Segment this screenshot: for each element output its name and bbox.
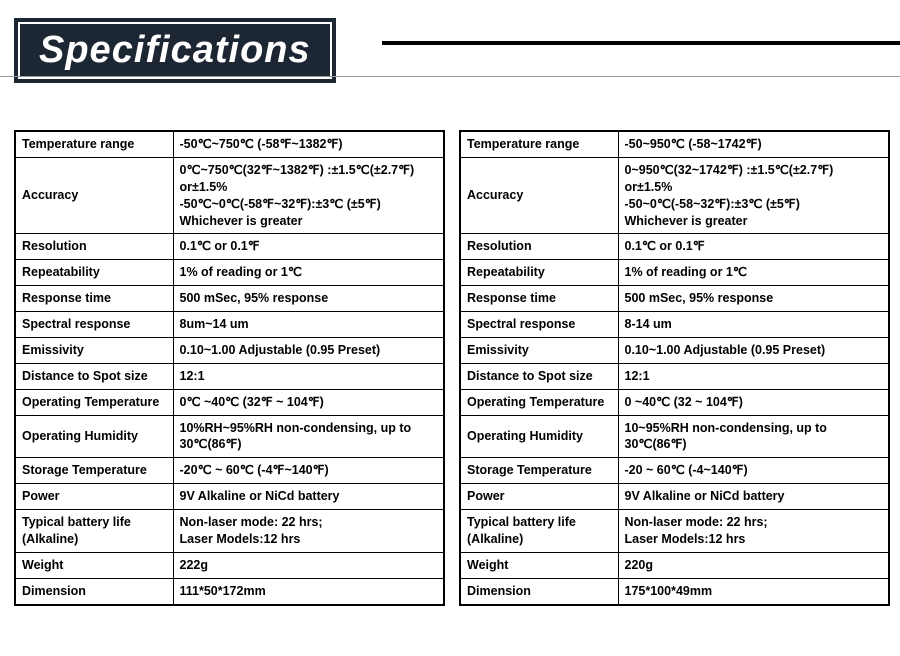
spec-value: 12:1: [618, 363, 889, 389]
table-row: Operating Humidity10%RH~95%RH non-conden…: [15, 415, 444, 458]
spec-label: Accuracy: [460, 157, 618, 234]
spec-value: 1% of reading or 1℃: [173, 260, 444, 286]
spec-label: Typical battery life (Alkaline): [460, 510, 618, 553]
table-row: Resolution0.1℃ or 0.1℉: [15, 234, 444, 260]
spec-value: 220g: [618, 552, 889, 578]
spec-value: 10~95%RH non-condensing, up to 30℃(86℉): [618, 415, 889, 458]
spec-label: Response time: [15, 286, 173, 312]
table-row: Typical battery life (Alkaline)Non-laser…: [460, 510, 889, 553]
table-row: Operating Humidity10~95%RH non-condensin…: [460, 415, 889, 458]
spec-label: Operating Temperature: [15, 389, 173, 415]
spec-value: 9V Alkaline or NiCd battery: [618, 484, 889, 510]
table-row: Operating Temperature0℃ ~40℃ (32℉ ~ 104℉…: [15, 389, 444, 415]
spec-label: Temperature range: [460, 131, 618, 157]
spec-label: Dimension: [460, 578, 618, 604]
spec-value: 500 mSec, 95% response: [618, 286, 889, 312]
spec-value: 1% of reading or 1℃: [618, 260, 889, 286]
table-row: Accuracy0~950℃(32~1742℉) :±1.5℃(±2.7℉) o…: [460, 157, 889, 234]
table-row: Emissivity0.10~1.00 Adjustable (0.95 Pre…: [460, 337, 889, 363]
spec-value: 175*100*49mm: [618, 578, 889, 604]
page-title: Specifications: [39, 29, 311, 71]
spec-label: Distance to Spot size: [15, 363, 173, 389]
table-row: Repeatability1% of reading or 1℃: [460, 260, 889, 286]
table-row: Weight222g: [15, 552, 444, 578]
spec-value: 222g: [173, 552, 444, 578]
spec-label: Resolution: [460, 234, 618, 260]
table-row: Resolution0.1℃ or 0.1℉: [460, 234, 889, 260]
table-row: Temperature range-50℃~750℃ (-58℉~1382℉): [15, 131, 444, 157]
table-row: Distance to Spot size12:1: [460, 363, 889, 389]
spec-value: -50℃~750℃ (-58℉~1382℉): [173, 131, 444, 157]
table-row: Emissivity0.10~1.00 Adjustable (0.95 Pre…: [15, 337, 444, 363]
spec-label: Repeatability: [15, 260, 173, 286]
table-row: Power9V Alkaline or NiCd battery: [460, 484, 889, 510]
spec-label: Weight: [15, 552, 173, 578]
spec-label: Typical battery life (Alkaline): [15, 510, 173, 553]
spec-label: Power: [15, 484, 173, 510]
spec-label: Emissivity: [15, 337, 173, 363]
spec-value: 0℃~750℃(32℉~1382℉) :±1.5℃(±2.7℉) or±1.5%…: [173, 157, 444, 234]
spec-label: Storage Temperature: [460, 458, 618, 484]
table-row: Operating Temperature0 ~40℃ (32 ~ 104℉): [460, 389, 889, 415]
spec-table-left: Temperature range-50℃~750℃ (-58℉~1382℉)A…: [14, 130, 445, 606]
header-region: Specifications: [0, 0, 900, 110]
spec-label: Emissivity: [460, 337, 618, 363]
spec-value: 12:1: [173, 363, 444, 389]
spec-label: Accuracy: [15, 157, 173, 234]
table-row: Spectral response8-14 um: [460, 312, 889, 338]
spec-label: Operating Humidity: [460, 415, 618, 458]
spec-label: Storage Temperature: [15, 458, 173, 484]
spec-value: 0~950℃(32~1742℉) :±1.5℃(±2.7℉) or±1.5% -…: [618, 157, 889, 234]
spec-value: 0.10~1.00 Adjustable (0.95 Preset): [173, 337, 444, 363]
spec-value: Non-laser mode: 22 hrs; Laser Models:12 …: [618, 510, 889, 553]
spec-label: Power: [460, 484, 618, 510]
spec-value: -20 ~ 60℃ (-4~140℉): [618, 458, 889, 484]
spec-value: 0.1℃ or 0.1℉: [173, 234, 444, 260]
spec-value: 0℃ ~40℃ (32℉ ~ 104℉): [173, 389, 444, 415]
spec-value: 0.1℃ or 0.1℉: [618, 234, 889, 260]
spec-label: Weight: [460, 552, 618, 578]
table-row: Distance to Spot size12:1: [15, 363, 444, 389]
spec-label: Distance to Spot size: [460, 363, 618, 389]
title-box: Specifications: [14, 18, 336, 83]
spec-value: 0 ~40℃ (32 ~ 104℉): [618, 389, 889, 415]
table-row: Temperature range-50~950℃ (-58~1742℉): [460, 131, 889, 157]
spec-label: Spectral response: [460, 312, 618, 338]
table-row: Response time500 mSec, 95% response: [460, 286, 889, 312]
spec-table-right: Temperature range-50~950℃ (-58~1742℉)Acc…: [459, 130, 890, 606]
spec-value: 500 mSec, 95% response: [173, 286, 444, 312]
table-row: Power9V Alkaline or NiCd battery: [15, 484, 444, 510]
spec-label: Repeatability: [460, 260, 618, 286]
spec-label: Temperature range: [15, 131, 173, 157]
spec-label: Resolution: [15, 234, 173, 260]
spec-value: 111*50*172mm: [173, 578, 444, 604]
spec-value: 9V Alkaline or NiCd battery: [173, 484, 444, 510]
divider-thin: [0, 76, 900, 77]
spec-value: -20℃ ~ 60℃ (-4℉~140℉): [173, 458, 444, 484]
spec-label: Response time: [460, 286, 618, 312]
table-row: Dimension111*50*172mm: [15, 578, 444, 604]
table-row: Response time500 mSec, 95% response: [15, 286, 444, 312]
spec-label: Spectral response: [15, 312, 173, 338]
spec-value: 10%RH~95%RH non-condensing, up to 30℃(86…: [173, 415, 444, 458]
spec-value: 8-14 um: [618, 312, 889, 338]
table-row: Dimension175*100*49mm: [460, 578, 889, 604]
table-row: Storage Temperature-20℃ ~ 60℃ (-4℉~140℉): [15, 458, 444, 484]
spec-value: 0.10~1.00 Adjustable (0.95 Preset): [618, 337, 889, 363]
tables-container: Temperature range-50℃~750℃ (-58℉~1382℉)A…: [0, 110, 900, 606]
table-row: Repeatability1% of reading or 1℃: [15, 260, 444, 286]
table-row: Spectral response8um~14 um: [15, 312, 444, 338]
table-row: Accuracy0℃~750℃(32℉~1382℉) :±1.5℃(±2.7℉)…: [15, 157, 444, 234]
table-row: Typical battery life (Alkaline)Non-laser…: [15, 510, 444, 553]
spec-value: -50~950℃ (-58~1742℉): [618, 131, 889, 157]
divider-thick: [382, 41, 900, 45]
table-row: Weight220g: [460, 552, 889, 578]
spec-label: Operating Temperature: [460, 389, 618, 415]
spec-label: Operating Humidity: [15, 415, 173, 458]
spec-value: Non-laser mode: 22 hrs; Laser Models:12 …: [173, 510, 444, 553]
spec-label: Dimension: [15, 578, 173, 604]
table-row: Storage Temperature-20 ~ 60℃ (-4~140℉): [460, 458, 889, 484]
spec-value: 8um~14 um: [173, 312, 444, 338]
